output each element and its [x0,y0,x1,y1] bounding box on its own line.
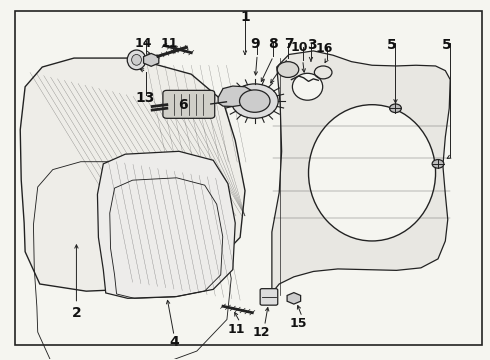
Circle shape [240,90,270,112]
Text: 11: 11 [227,323,245,336]
Polygon shape [20,58,245,291]
Polygon shape [272,51,450,297]
Ellipse shape [132,54,142,65]
Text: 7: 7 [284,37,294,51]
Text: 4: 4 [169,335,179,349]
Ellipse shape [127,50,146,70]
Text: 10: 10 [291,41,309,54]
Polygon shape [98,151,235,298]
Circle shape [231,84,278,118]
Text: 15: 15 [290,317,308,330]
Ellipse shape [293,73,323,100]
Text: 13: 13 [135,91,154,105]
Text: 5: 5 [387,38,396,52]
Text: 3: 3 [308,38,317,51]
Text: 11: 11 [161,37,178,50]
Text: 6: 6 [179,98,188,112]
FancyBboxPatch shape [163,90,215,118]
Text: 8: 8 [269,37,278,51]
Text: 9: 9 [250,37,260,51]
Circle shape [432,159,444,168]
Text: 5: 5 [441,38,451,52]
Ellipse shape [309,105,436,241]
Text: 12: 12 [252,326,270,339]
Circle shape [390,104,401,113]
Circle shape [277,62,299,77]
Text: 2: 2 [72,306,81,320]
Polygon shape [218,86,252,107]
Text: 1: 1 [240,10,250,24]
Text: 14: 14 [135,37,152,50]
Text: 16: 16 [316,41,333,55]
FancyBboxPatch shape [260,289,278,305]
